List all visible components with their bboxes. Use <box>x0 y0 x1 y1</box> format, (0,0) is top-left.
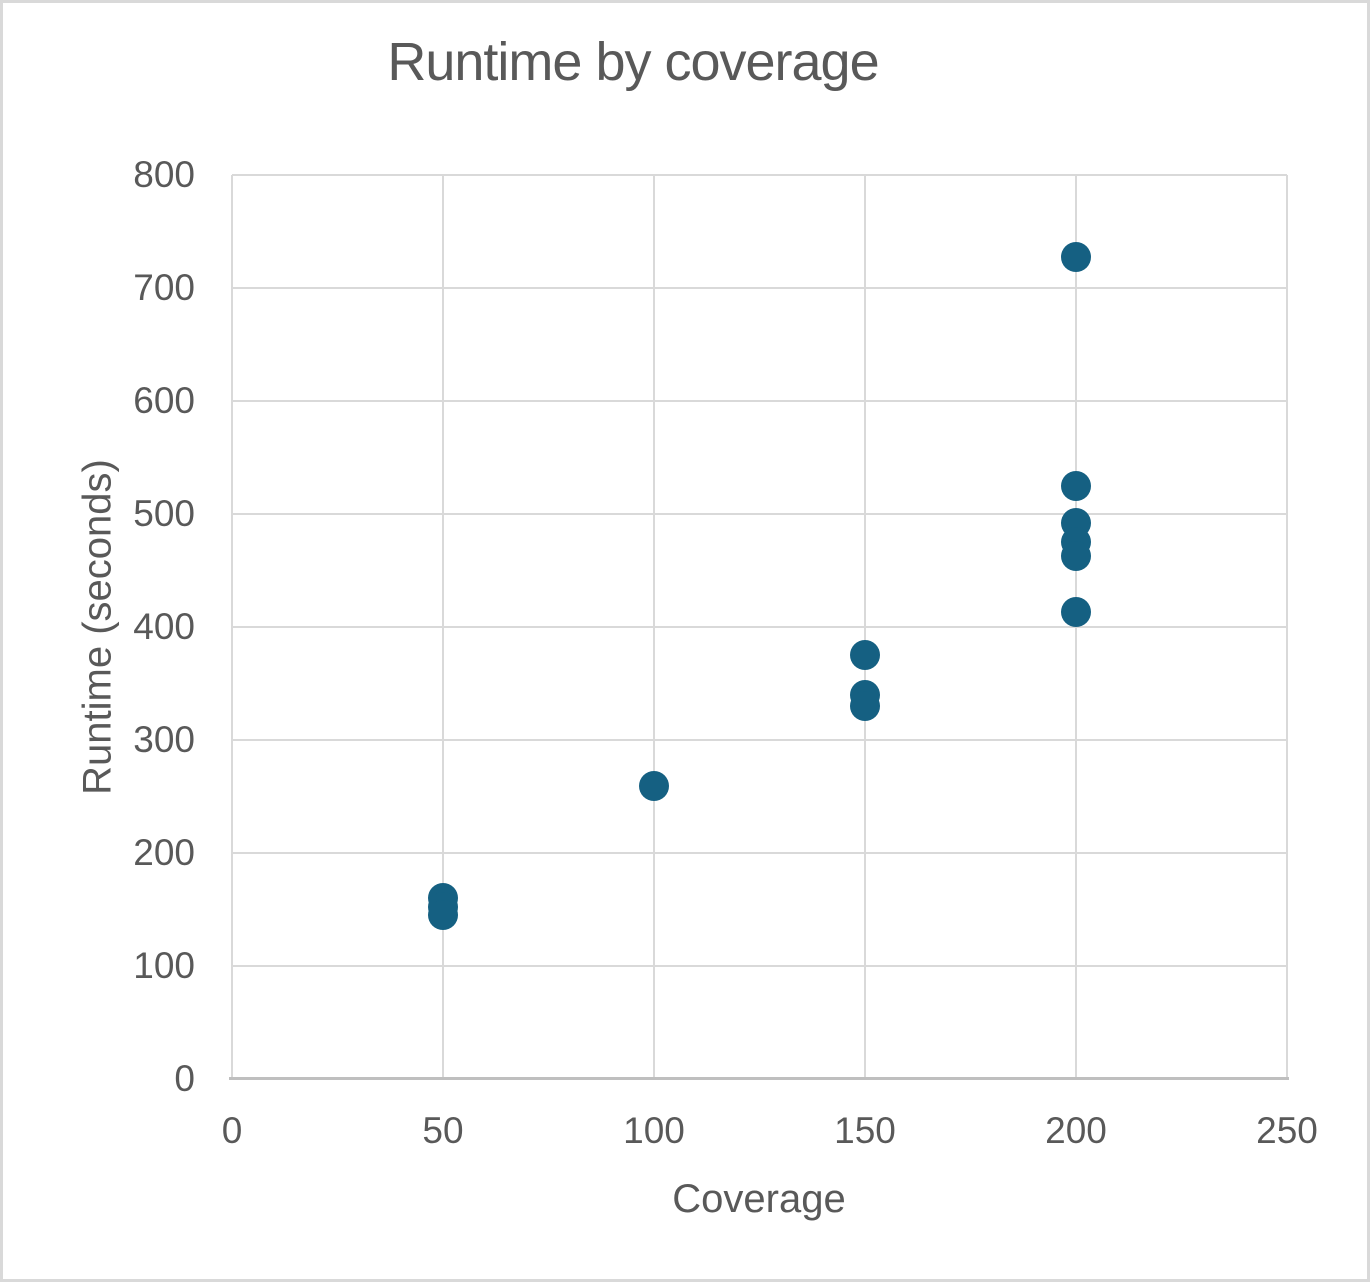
y-axis-tick-label: 100 <box>133 945 195 986</box>
horizontal-gridline <box>232 513 1287 515</box>
x-axis-tick-label: 50 <box>422 1110 464 1151</box>
data-point <box>1061 597 1091 628</box>
data-point <box>1061 540 1091 571</box>
data-point <box>428 900 458 931</box>
horizontal-gridline <box>232 852 1287 854</box>
horizontal-gridline <box>232 400 1287 402</box>
y-axis-tick-label: 600 <box>133 380 195 421</box>
data-point <box>1061 242 1091 273</box>
y-axis-tick-label: 700 <box>133 267 195 308</box>
y-axis-tick-label: 300 <box>133 719 195 760</box>
y-axis-tick-label: 400 <box>133 606 195 647</box>
x-axis-line <box>229 1077 1289 1080</box>
y-axis-tick-label: 0 <box>174 1058 195 1099</box>
y-axis-tick-label: 200 <box>133 832 195 873</box>
y-axis-title: Runtime (seconds) <box>75 459 120 795</box>
horizontal-gridline <box>232 965 1287 967</box>
data-point <box>850 691 880 722</box>
vertical-gridline <box>1286 175 1288 1079</box>
x-axis-title: Coverage <box>672 1177 846 1221</box>
y-axis-tick-label: 500 <box>133 493 195 534</box>
horizontal-gridline <box>232 287 1287 289</box>
data-point <box>1061 470 1091 501</box>
y-axis-tick-label: 800 <box>133 154 195 195</box>
x-axis-tick-label: 0 <box>221 1110 243 1151</box>
x-axis-tick-label: 250 <box>1256 1110 1318 1151</box>
x-axis-tick-label: 100 <box>623 1110 685 1151</box>
data-point <box>850 640 880 671</box>
horizontal-gridline <box>232 739 1287 741</box>
data-point <box>639 771 669 802</box>
horizontal-gridline <box>232 174 1287 176</box>
chart-title: Runtime by coverage <box>387 32 879 92</box>
x-axis-tick-label: 200 <box>1045 1110 1107 1151</box>
plot-area <box>231 174 1288 1080</box>
horizontal-gridline <box>232 626 1287 628</box>
x-axis-tick-label: 150 <box>834 1110 896 1151</box>
